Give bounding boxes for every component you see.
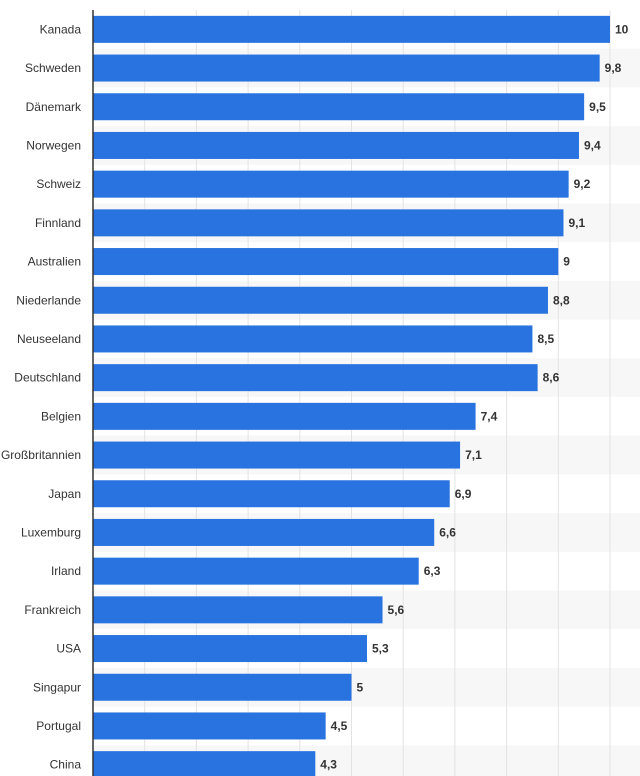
value-label: 5 (357, 680, 364, 694)
value-label: 4,3 (320, 758, 337, 772)
category-label: Finnland (35, 216, 81, 230)
value-label: 9,4 (584, 138, 601, 152)
value-label: 7,4 (481, 409, 498, 423)
category-label: Singapur (33, 680, 81, 694)
bar[interactable] (93, 712, 326, 740)
bar[interactable] (93, 325, 533, 353)
bar[interactable] (93, 596, 383, 624)
category-label: Frankreich (24, 603, 81, 617)
category-label: Irland (51, 564, 81, 578)
bar[interactable] (93, 480, 450, 508)
category-label: Belgien (41, 409, 81, 423)
category-label: China (50, 758, 82, 772)
bar[interactable] (93, 15, 610, 43)
category-label: Japan (48, 487, 81, 501)
bar[interactable] (93, 751, 316, 776)
category-label: Portugal (36, 719, 81, 733)
value-label: 8,8 (553, 293, 570, 307)
bar[interactable] (93, 673, 352, 701)
category-label: Australien (28, 255, 81, 269)
value-label: 5,6 (388, 603, 405, 617)
value-label: 6,9 (455, 487, 472, 501)
category-label: Norwegen (26, 138, 81, 152)
value-label: 6,6 (439, 525, 456, 539)
bar[interactable] (93, 286, 548, 314)
value-label: 6,3 (424, 564, 441, 578)
category-label: Dänemark (26, 100, 82, 114)
bar[interactable] (93, 131, 579, 159)
category-label: Kanada (40, 22, 82, 36)
bar[interactable] (93, 93, 585, 121)
bar[interactable] (93, 364, 538, 392)
bar[interactable] (93, 635, 368, 663)
value-label: 9,8 (605, 61, 622, 75)
bar[interactable] (93, 557, 419, 585)
value-label: 9 (563, 255, 570, 269)
value-label: 7,1 (465, 448, 482, 462)
bar[interactable] (93, 209, 564, 237)
value-label: 9,2 (574, 177, 591, 191)
value-label: 4,5 (331, 719, 348, 733)
bar[interactable] (93, 402, 476, 430)
category-label: Luxemburg (21, 525, 81, 539)
category-label: USA (56, 642, 81, 656)
value-label: 5,3 (372, 642, 389, 656)
bar[interactable] (93, 170, 569, 198)
bar[interactable] (93, 54, 600, 82)
value-label: 9,1 (568, 216, 585, 230)
category-label: Schweden (25, 61, 81, 75)
category-label: Niederlande (16, 293, 81, 307)
value-label: 9,5 (589, 100, 606, 114)
value-label: 10 (615, 22, 629, 36)
category-label: Deutschland (14, 371, 81, 385)
bar[interactable] (93, 441, 461, 469)
bar[interactable] (93, 518, 435, 546)
category-label: Schweiz (36, 177, 81, 191)
category-label: Neuseeland (17, 332, 81, 346)
value-label: 8,5 (537, 332, 554, 346)
value-label: 8,6 (543, 371, 560, 385)
bar[interactable] (93, 248, 559, 276)
category-label: Großbritannien (1, 448, 81, 462)
